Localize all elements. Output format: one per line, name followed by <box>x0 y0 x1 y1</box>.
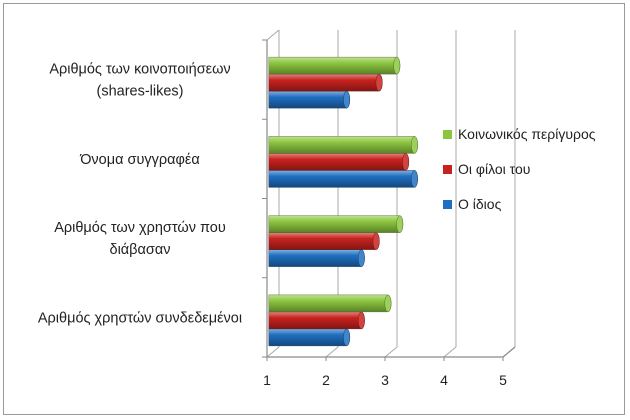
floor-line <box>443 346 457 358</box>
floor-line <box>266 346 280 358</box>
axes <box>262 39 516 361</box>
bar <box>268 311 365 330</box>
bar <box>268 215 404 233</box>
bar <box>268 249 365 267</box>
x-axis-depth <box>502 346 516 358</box>
bars <box>268 56 418 347</box>
category-label: Όνομα συγγραφέα <box>79 152 200 168</box>
category-label: διάβασαν <box>110 242 171 258</box>
bar <box>268 90 351 109</box>
legend-label: Ο ίδιος <box>458 196 502 212</box>
x-tick-label: 3 <box>381 372 389 388</box>
category-label: Αριθμός των κοινοποιήσεων <box>49 62 230 78</box>
bar <box>268 232 380 250</box>
category-label: Αριθμός των χρηστών που <box>54 220 226 236</box>
bar <box>268 328 351 347</box>
legend-swatch <box>443 130 452 139</box>
legend-item: Οι φίλοι του <box>443 161 530 177</box>
bar <box>268 56 401 75</box>
legend-label: Οι φίλοι του <box>458 161 530 177</box>
bar <box>268 73 383 92</box>
x-tick-label: 1 <box>263 372 271 388</box>
left-wall-top <box>266 29 280 41</box>
x-tick-label: 4 <box>440 372 448 388</box>
bar <box>268 294 392 313</box>
x-tick-label: 5 <box>499 372 507 388</box>
legend-item: Κοινωνικός περίγυρος <box>443 126 596 142</box>
bar <box>268 170 418 188</box>
legend-swatch <box>443 200 452 209</box>
category-label: (shares-likes) <box>96 84 183 100</box>
bar <box>268 136 418 154</box>
labels: 1 2 3 4 5 Αριθμός χρηστών συνδεδεμένοι Αριθμός… <box>38 62 507 388</box>
floor-line <box>384 346 398 358</box>
legend-swatch <box>443 165 452 174</box>
x-tick-label: 2 <box>322 372 330 388</box>
bar <box>268 153 410 171</box>
floor-line <box>325 346 339 358</box>
legend-item: Ο ίδιος <box>443 196 502 212</box>
legend: Κοινωνικός περίγυρος Οι φίλοι του Ο ίδιος <box>443 126 596 212</box>
legend-label: Κοινωνικός περίγυρος <box>458 126 596 142</box>
category-label: Αριθμός χρηστών συνδεδεμένοι <box>38 310 242 326</box>
